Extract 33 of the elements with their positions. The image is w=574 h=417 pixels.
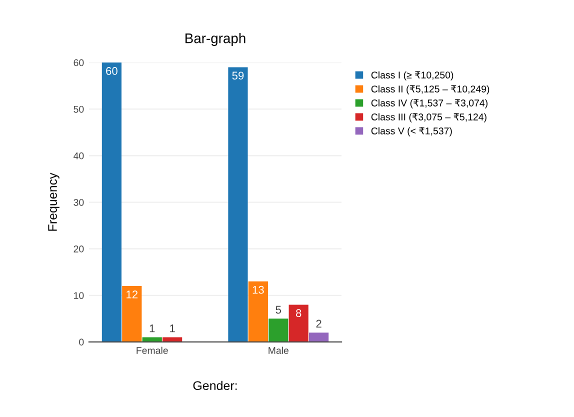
data-label: 12 [126, 290, 138, 298]
bar [122, 286, 142, 342]
y-tick-label: 0 [79, 338, 84, 346]
legend-label: Class V (< ₹1,537) [371, 127, 452, 136]
y-axis-title: Frequency [48, 172, 60, 231]
legend-label: Class I (≥ ₹10,250) [371, 71, 454, 80]
bar [288, 304, 308, 342]
y-tick-label: 40 [74, 152, 84, 160]
chart-title: Bar-graph [186, 33, 246, 46]
legend-label: Class II (₹5,125 – ₹10,249) [371, 85, 490, 94]
bar [309, 332, 329, 342]
bar [268, 318, 288, 342]
y-tick-label: 10 [74, 292, 84, 299]
data-label: 5 [276, 306, 282, 314]
x-tick-label: Female [136, 346, 168, 354]
data-label: 1 [170, 324, 175, 332]
bar [248, 281, 268, 342]
data-label: 8 [296, 309, 302, 318]
bar [102, 62, 122, 342]
legend-label: Class IV (₹1,537 – ₹3,074) [371, 99, 488, 108]
y-tick-label: 30 [74, 198, 84, 206]
x-tick-label: Male [268, 346, 288, 354]
y-tick-label: 50 [74, 106, 84, 113]
y-tick-label: 60 [74, 59, 84, 66]
data-label: 2 [316, 320, 322, 328]
x-axis-title: Gender: [193, 380, 237, 390]
data-label: 59 [232, 72, 244, 80]
data-label: 13 [252, 286, 264, 294]
y-tick-label: 20 [74, 246, 84, 252]
data-label: 1 [150, 324, 155, 332]
bar [228, 67, 248, 342]
legend-label: Class III (₹3,075 – ₹5,124) [371, 113, 486, 122]
data-label: 60 [106, 67, 118, 75]
